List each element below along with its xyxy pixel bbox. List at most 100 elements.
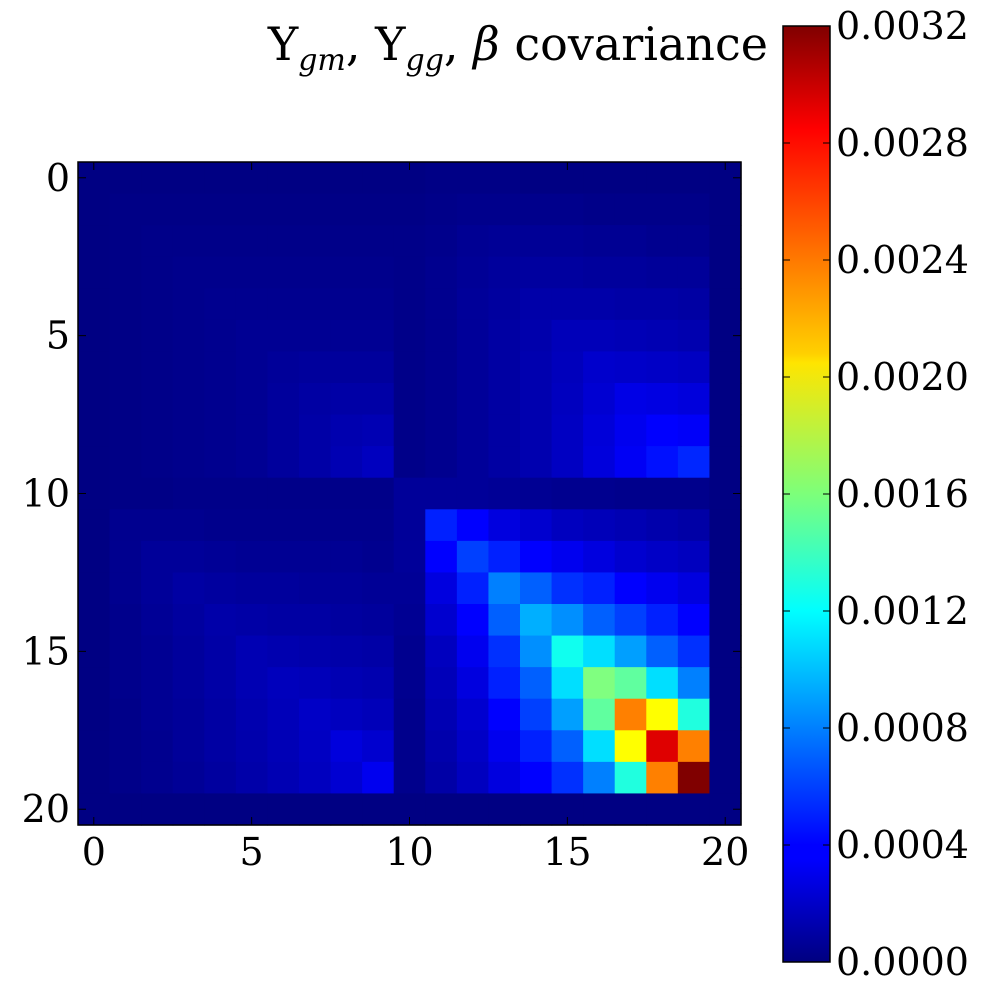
heatmap-cell [646, 540, 679, 574]
heatmap-cell [520, 225, 553, 258]
heatmap-cell [362, 698, 395, 731]
heatmap-cell [330, 540, 363, 574]
heatmap-cell [551, 446, 584, 479]
chart-title-part: covariance [500, 17, 768, 71]
heatmap-cell [393, 604, 426, 637]
heatmap-cell [172, 256, 205, 289]
heatmap-cell [583, 793, 616, 826]
heatmap-cell [583, 256, 616, 289]
x-tick-label: 15 [543, 830, 591, 874]
heatmap-cell [583, 761, 616, 795]
heatmap-cell [709, 351, 742, 384]
heatmap-cell [78, 698, 111, 731]
heatmap-cell [172, 162, 205, 195]
colorbar [782, 25, 831, 963]
heatmap-cell [204, 572, 237, 605]
heatmap-cell [709, 288, 742, 321]
heatmap-cell [488, 351, 521, 384]
heatmap-cell [614, 446, 647, 479]
heatmap-cell [141, 446, 174, 479]
heatmap-cell [456, 761, 490, 795]
heatmap-cell [551, 667, 584, 700]
heatmap-cell [551, 288, 584, 321]
heatmap-cell [393, 383, 426, 416]
heatmap-cell [488, 635, 521, 668]
heatmap-cell [393, 667, 426, 700]
heatmap-cell [646, 730, 679, 763]
heatmap-cell [646, 193, 679, 226]
heatmap-cell [172, 793, 205, 826]
chart-title-part: gm [298, 43, 346, 78]
heatmap-cell [172, 572, 205, 605]
heatmap-cell [330, 193, 363, 226]
heatmap-cell [677, 604, 711, 637]
heatmap-cell [551, 698, 584, 731]
heatmap-cell [646, 414, 679, 447]
heatmap-cell [583, 383, 616, 416]
x-tick-label: 20 [701, 830, 749, 874]
heatmap-cell [709, 730, 742, 763]
heatmap-cell [362, 446, 395, 479]
heatmap-cell [393, 351, 426, 384]
heatmap-cell [520, 604, 553, 637]
heatmap-cell [78, 761, 111, 795]
heatmap-cell [204, 540, 237, 574]
colorbar-tick-label: 0.0012 [836, 589, 969, 633]
heatmap-cell [456, 635, 490, 668]
heatmap-cell [425, 193, 458, 226]
heatmap-cell [425, 383, 458, 416]
heatmap-cell [393, 540, 426, 574]
heatmap-cell [267, 414, 300, 447]
heatmap-cell [551, 761, 584, 795]
heatmap-cell [488, 572, 521, 605]
heatmap-cell [109, 730, 142, 763]
heatmap-cell [299, 667, 332, 700]
heatmap-cell [614, 572, 647, 605]
heatmap-cell [520, 446, 553, 479]
heatmap-cell [614, 193, 647, 226]
heatmap-cell [78, 572, 111, 605]
heatmap-cell [520, 383, 553, 416]
heatmap-cell [583, 414, 616, 447]
heatmap-cell [488, 319, 521, 353]
heatmap-cell [299, 793, 332, 826]
heatmap-cell [172, 604, 205, 637]
heatmap-cell [425, 730, 458, 763]
heatmap-cell [456, 256, 490, 289]
heatmap-cell [646, 446, 679, 479]
heatmap-cell [583, 477, 616, 510]
heatmap-cell [677, 540, 711, 574]
heatmap-cell [172, 193, 205, 226]
colorbar-tick-label: 0.0032 [836, 4, 969, 48]
heatmap-cell [425, 477, 458, 510]
heatmap-cell [141, 572, 174, 605]
x-tick-label: 5 [240, 830, 264, 874]
heatmap-cell [235, 225, 269, 258]
heatmap-cell [109, 793, 142, 826]
heatmap-cell [204, 667, 237, 700]
heatmap-cell [299, 256, 332, 289]
heatmap-cell [235, 761, 269, 795]
heatmap-cell [614, 730, 647, 763]
heatmap-cell [78, 414, 111, 447]
heatmap-cell [235, 572, 269, 605]
heatmap-cell [488, 414, 521, 447]
heatmap-cell [109, 540, 142, 574]
heatmap-cell [677, 572, 711, 605]
y-tick-label: 5 [46, 314, 70, 358]
heatmap-cell [267, 509, 300, 542]
heatmap-cell [456, 193, 490, 226]
heatmap-cell [614, 319, 647, 353]
heatmap-cell [614, 383, 647, 416]
heatmap-cell [330, 383, 363, 416]
heatmap-cell [141, 793, 174, 826]
heatmap-cell [393, 572, 426, 605]
heatmap-cell [614, 698, 647, 731]
heatmap-cell [488, 793, 521, 826]
heatmap-cell [614, 414, 647, 447]
heatmap-cell [109, 225, 142, 258]
heatmap-cell [614, 256, 647, 289]
heatmap-cell [267, 698, 300, 731]
heatmap-cell [362, 383, 395, 416]
